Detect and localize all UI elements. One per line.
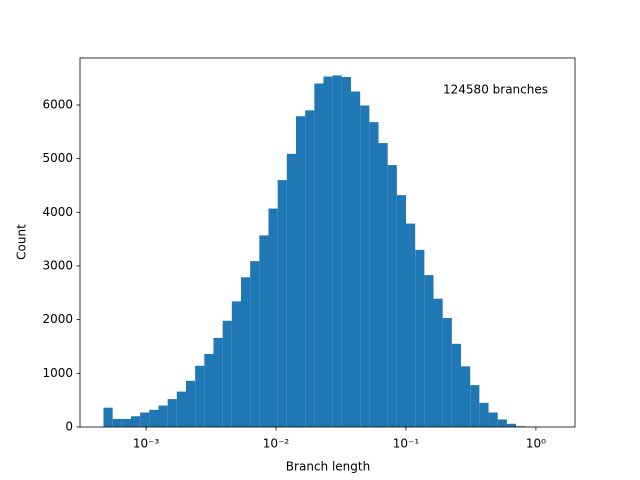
- x-tick-label: 10⁻²: [263, 437, 290, 451]
- bar: [121, 418, 131, 427]
- bar: [296, 116, 306, 427]
- bar: [277, 180, 287, 427]
- x-axis-label: Branch length: [286, 460, 370, 474]
- bar: [461, 366, 471, 427]
- bar: [424, 275, 434, 427]
- bar: [516, 426, 526, 427]
- y-tick-label: 0: [65, 420, 73, 434]
- bar: [506, 423, 517, 427]
- bar: [176, 391, 186, 427]
- bar: [470, 385, 480, 427]
- bar: [204, 354, 214, 427]
- bar: [415, 249, 425, 427]
- bar: [103, 407, 113, 427]
- bar: [130, 416, 141, 427]
- bar: [497, 419, 507, 427]
- bar: [442, 318, 452, 427]
- bar: [149, 409, 159, 427]
- bar: [268, 208, 278, 427]
- bar: [185, 380, 196, 427]
- bar: [360, 105, 370, 427]
- bar: [451, 343, 462, 427]
- x-tick-label: 10⁰: [526, 437, 546, 451]
- bar: [369, 122, 379, 427]
- y-tick-label: 4000: [42, 205, 73, 219]
- bar: [323, 76, 333, 427]
- y-tick-label: 3000: [42, 258, 73, 272]
- bar: [433, 298, 443, 427]
- bar: [305, 110, 315, 428]
- bar: [332, 75, 342, 427]
- x-tick-label: 10⁻¹: [393, 437, 420, 451]
- bar: [351, 91, 361, 427]
- bar: [286, 153, 297, 427]
- bar: [167, 399, 177, 427]
- bar: [158, 405, 168, 427]
- y-axis-label: Count: [15, 224, 29, 260]
- y-tick-label: 5000: [42, 151, 73, 165]
- bar: [195, 365, 205, 427]
- bar: [396, 195, 407, 427]
- bar: [140, 412, 150, 427]
- bar: [259, 235, 269, 427]
- y-tick-label: 1000: [42, 366, 73, 380]
- bar: [112, 418, 122, 427]
- bar: [479, 402, 489, 427]
- bar: [341, 77, 352, 427]
- bar: [250, 261, 260, 427]
- x-tick-label: 10⁻³: [133, 437, 160, 451]
- bar: [378, 143, 388, 427]
- bar: [222, 320, 232, 427]
- bar: [406, 223, 416, 427]
- plot-frame: [79, 57, 576, 428]
- bar: [213, 337, 223, 427]
- bar: [314, 83, 324, 428]
- annotation: 124580 branches: [443, 83, 548, 97]
- bar: [387, 165, 397, 427]
- bar: [231, 301, 241, 427]
- y-tick-label: 6000: [42, 97, 73, 111]
- y-tick-label: 2000: [42, 312, 73, 326]
- bar: [488, 412, 498, 427]
- bar: [240, 277, 251, 427]
